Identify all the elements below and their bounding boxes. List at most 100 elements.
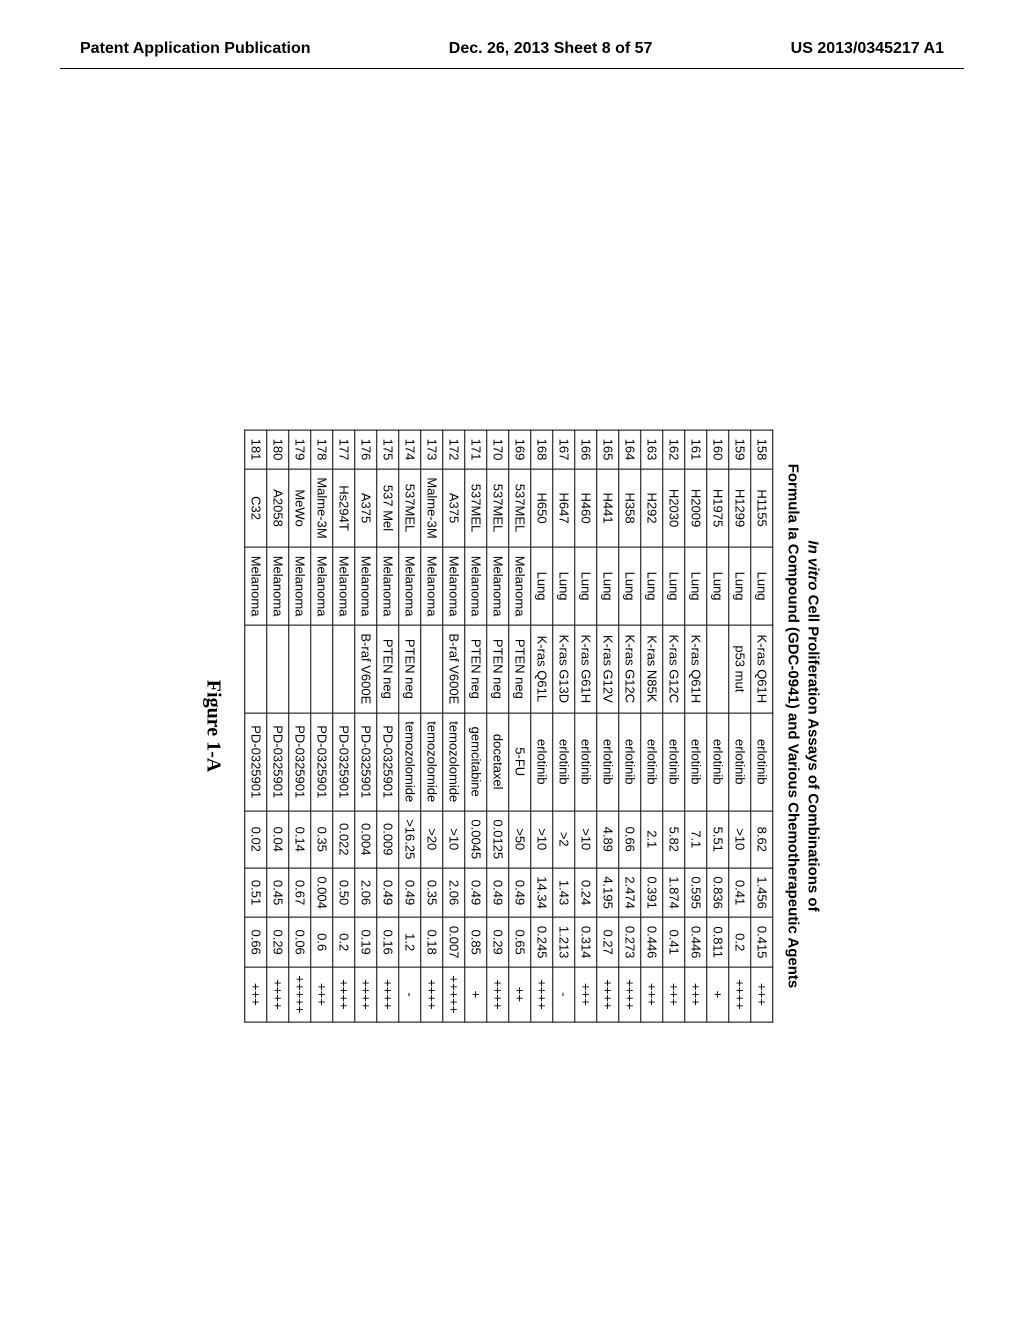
table-cell: Melanoma bbox=[487, 547, 509, 625]
table-cell: K-ras G12V bbox=[597, 625, 619, 713]
table-row: 181C32MelanomaPD-03259010.020.510.66+++ bbox=[245, 430, 267, 1022]
table-cell: temozolomide bbox=[399, 713, 421, 811]
table-cell: 0.29 bbox=[487, 917, 509, 967]
table-cell: temozolomide bbox=[421, 713, 443, 811]
table-cell: 164 bbox=[619, 430, 641, 469]
table-cell: 2.06 bbox=[443, 868, 465, 918]
table-cell: - bbox=[399, 967, 421, 1022]
table-cell: 0.67 bbox=[289, 868, 311, 918]
table-cell: 1.2 bbox=[399, 917, 421, 967]
table-cell: 0.446 bbox=[641, 917, 663, 967]
table-cell: Melanoma bbox=[421, 547, 443, 625]
table-cell: erlotinib bbox=[575, 713, 597, 811]
table-cell: H441 bbox=[597, 469, 619, 547]
table-cell: >2 bbox=[553, 811, 575, 868]
table-cell: 0.51 bbox=[245, 868, 267, 918]
table-cell: 0.50 bbox=[333, 868, 355, 918]
table-row: 173Malme-3MMelanomatemozolomide>200.350.… bbox=[421, 430, 443, 1022]
table-cell: PD-0325901 bbox=[289, 713, 311, 811]
table-cell: ++++ bbox=[531, 967, 553, 1022]
table-cell: gemcitabine bbox=[465, 713, 487, 811]
table-cell: 0.49 bbox=[377, 868, 399, 918]
table-cell: Melanoma bbox=[443, 547, 465, 625]
table-cell: Lung bbox=[619, 547, 641, 625]
header-left: Patent Application Publication bbox=[80, 40, 311, 58]
table-cell: >10 bbox=[575, 811, 597, 868]
table-cell: 0.2 bbox=[333, 917, 355, 967]
table-cell: ++ bbox=[509, 967, 531, 1022]
table-row: 179MeWoMelanomaPD-03259010.140.670.06+++… bbox=[289, 430, 311, 1022]
table-cell: 160 bbox=[707, 430, 729, 469]
table-cell: 2.1 bbox=[641, 811, 663, 868]
table-cell: 0.004 bbox=[311, 868, 333, 918]
table-cell: ++++ bbox=[377, 967, 399, 1022]
table-cell: erlotinib bbox=[641, 713, 663, 811]
table-cell: 0.836 bbox=[707, 868, 729, 918]
table-cell: Lung bbox=[663, 547, 685, 625]
table-cell: 0.391 bbox=[641, 868, 663, 918]
table-row: 168H650LungK-ras Q61Lerlotinib>1014.340.… bbox=[531, 430, 553, 1022]
table-cell: temozolomide bbox=[443, 713, 465, 811]
table-cell: 159 bbox=[729, 430, 751, 469]
table-cell: Lung bbox=[685, 547, 707, 625]
table-cell: H1975 bbox=[707, 469, 729, 547]
table-row: 161H2009LungK-ras Q61Herlotinib7.10.5950… bbox=[685, 430, 707, 1022]
table-cell: PD-0325901 bbox=[311, 713, 333, 811]
table-cell: + bbox=[465, 967, 487, 1022]
table-cell: PD-0325901 bbox=[355, 713, 377, 811]
table-cell: +++ bbox=[575, 967, 597, 1022]
table-cell: 14.34 bbox=[531, 868, 553, 918]
table-cell: Lung bbox=[707, 547, 729, 625]
table-cell bbox=[333, 625, 355, 713]
table-cell: 0.45 bbox=[267, 868, 289, 918]
table-cell: 537MEL bbox=[487, 469, 509, 547]
table-cell: 1.213 bbox=[553, 917, 575, 967]
table-cell: 0.314 bbox=[575, 917, 597, 967]
table-cell: 166 bbox=[575, 430, 597, 469]
table-cell: K-ras G12C bbox=[663, 625, 685, 713]
table-cell: +++ bbox=[751, 967, 773, 1022]
table-cell: 0.446 bbox=[685, 917, 707, 967]
table-cell: PTEN neg bbox=[487, 625, 509, 713]
table-cell: Lung bbox=[641, 547, 663, 625]
table-cell: Lung bbox=[553, 547, 575, 625]
table-cell: 537MEL bbox=[509, 469, 531, 547]
table-cell: >10 bbox=[729, 811, 751, 868]
table-cell: 0.66 bbox=[619, 811, 641, 868]
chart-title: In vitro Cell Proliferation Assays of Co… bbox=[782, 430, 823, 1023]
table-cell: 158 bbox=[751, 430, 773, 469]
table-cell: 0.6 bbox=[311, 917, 333, 967]
table-cell: +++ bbox=[245, 967, 267, 1022]
table-cell: 0.009 bbox=[377, 811, 399, 868]
table-cell: K-ras Q61H bbox=[685, 625, 707, 713]
table-cell: K-ras G13D bbox=[553, 625, 575, 713]
table-cell: MeWo bbox=[289, 469, 311, 547]
table-cell: 0.41 bbox=[663, 917, 685, 967]
table-row: 169537MELMelanomaPTEN neg5-FU>500.490.65… bbox=[509, 430, 531, 1022]
table-cell: 0.29 bbox=[267, 917, 289, 967]
table-row: 167H647LungK-ras G13Derlotinib>21.431.21… bbox=[553, 430, 575, 1022]
table-cell: 1.43 bbox=[553, 868, 575, 918]
table-cell: PTEN neg bbox=[465, 625, 487, 713]
table-cell: K-ras Q61H bbox=[751, 625, 773, 713]
table-cell: 179 bbox=[289, 430, 311, 469]
table-cell: Lung bbox=[729, 547, 751, 625]
table-row: 159H1299Lungp53 muterlotinib>100.410.2++… bbox=[729, 430, 751, 1022]
table-cell: 0.811 bbox=[707, 917, 729, 967]
table-cell: K-ras G61H bbox=[575, 625, 597, 713]
table-row: 178Malme-3MMelanomaPD-03259010.350.0040.… bbox=[311, 430, 333, 1022]
table-cell: 0.0125 bbox=[487, 811, 509, 868]
table-cell: 170 bbox=[487, 430, 509, 469]
table-cell: >10 bbox=[531, 811, 553, 868]
table-cell: Lung bbox=[597, 547, 619, 625]
table-cell: 168 bbox=[531, 430, 553, 469]
table-row: 158H1155LungK-ras Q61Herlotinib8.621.456… bbox=[751, 430, 773, 1022]
title-italic: In vitro bbox=[804, 540, 821, 590]
figure-label: Figure 1-A bbox=[202, 430, 225, 1023]
table-cell: 0.06 bbox=[289, 917, 311, 967]
table-cell: Hs294T bbox=[333, 469, 355, 547]
table-cell: ++++ bbox=[267, 967, 289, 1022]
table-cell: ++++ bbox=[421, 967, 443, 1022]
table-cell: 0.27 bbox=[597, 917, 619, 967]
table-cell: 0.35 bbox=[311, 811, 333, 868]
